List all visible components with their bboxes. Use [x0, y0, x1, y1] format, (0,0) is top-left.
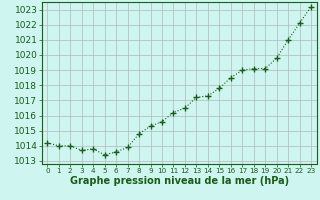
X-axis label: Graphe pression niveau de la mer (hPa): Graphe pression niveau de la mer (hPa) [70, 176, 289, 186]
